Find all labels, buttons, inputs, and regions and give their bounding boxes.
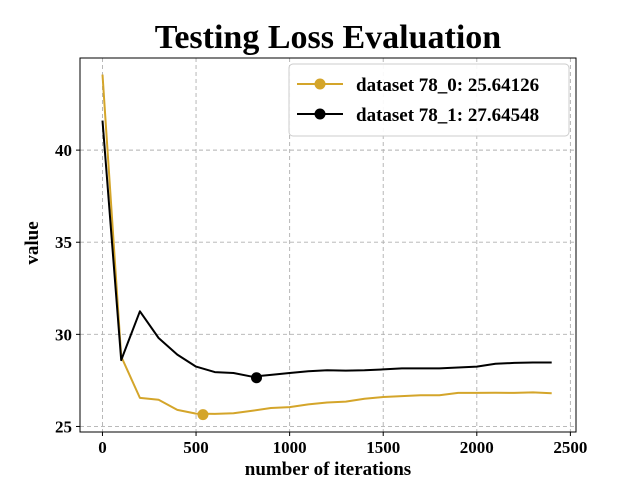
series-line-0 <box>101 74 552 415</box>
plot-area <box>101 74 552 421</box>
x-tick-label: 500 <box>183 438 209 457</box>
axis-ticks: 0 500 1000 1500 2000 2500 25 30 35 40 <box>55 141 587 457</box>
y-axis-label: value <box>22 221 43 264</box>
x-tick-label: 1000 <box>273 438 307 457</box>
legend-marker-1 <box>314 108 326 120</box>
series-marker-0 <box>197 409 209 421</box>
y-tick-label: 25 <box>55 417 72 436</box>
series-marker-1 <box>251 372 263 384</box>
legend-label-1: dataset 78_1: 27.64548 <box>356 105 539 126</box>
legend-marker-0 <box>314 78 326 90</box>
x-tick-label: 0 <box>98 438 107 457</box>
y-tick-label: 30 <box>55 325 72 344</box>
x-tick-label: 1500 <box>366 438 400 457</box>
x-axis-label: number of iterations <box>245 459 411 480</box>
x-tick-label: 2000 <box>460 438 494 457</box>
legend-label-0: dataset 78_0: 25.64126 <box>356 75 539 96</box>
x-tick-label: 2500 <box>553 438 587 457</box>
legend: dataset 78_0: 25.64126 dataset 78_1: 27.6… <box>288 63 570 137</box>
y-tick-label: 40 <box>55 141 72 160</box>
chart-title: Testing Loss Evaluation <box>155 19 501 56</box>
y-tick-label: 35 <box>55 233 72 252</box>
legend-box <box>288 63 570 137</box>
plot-frame <box>79 57 577 433</box>
series-line-1 <box>101 120 552 378</box>
